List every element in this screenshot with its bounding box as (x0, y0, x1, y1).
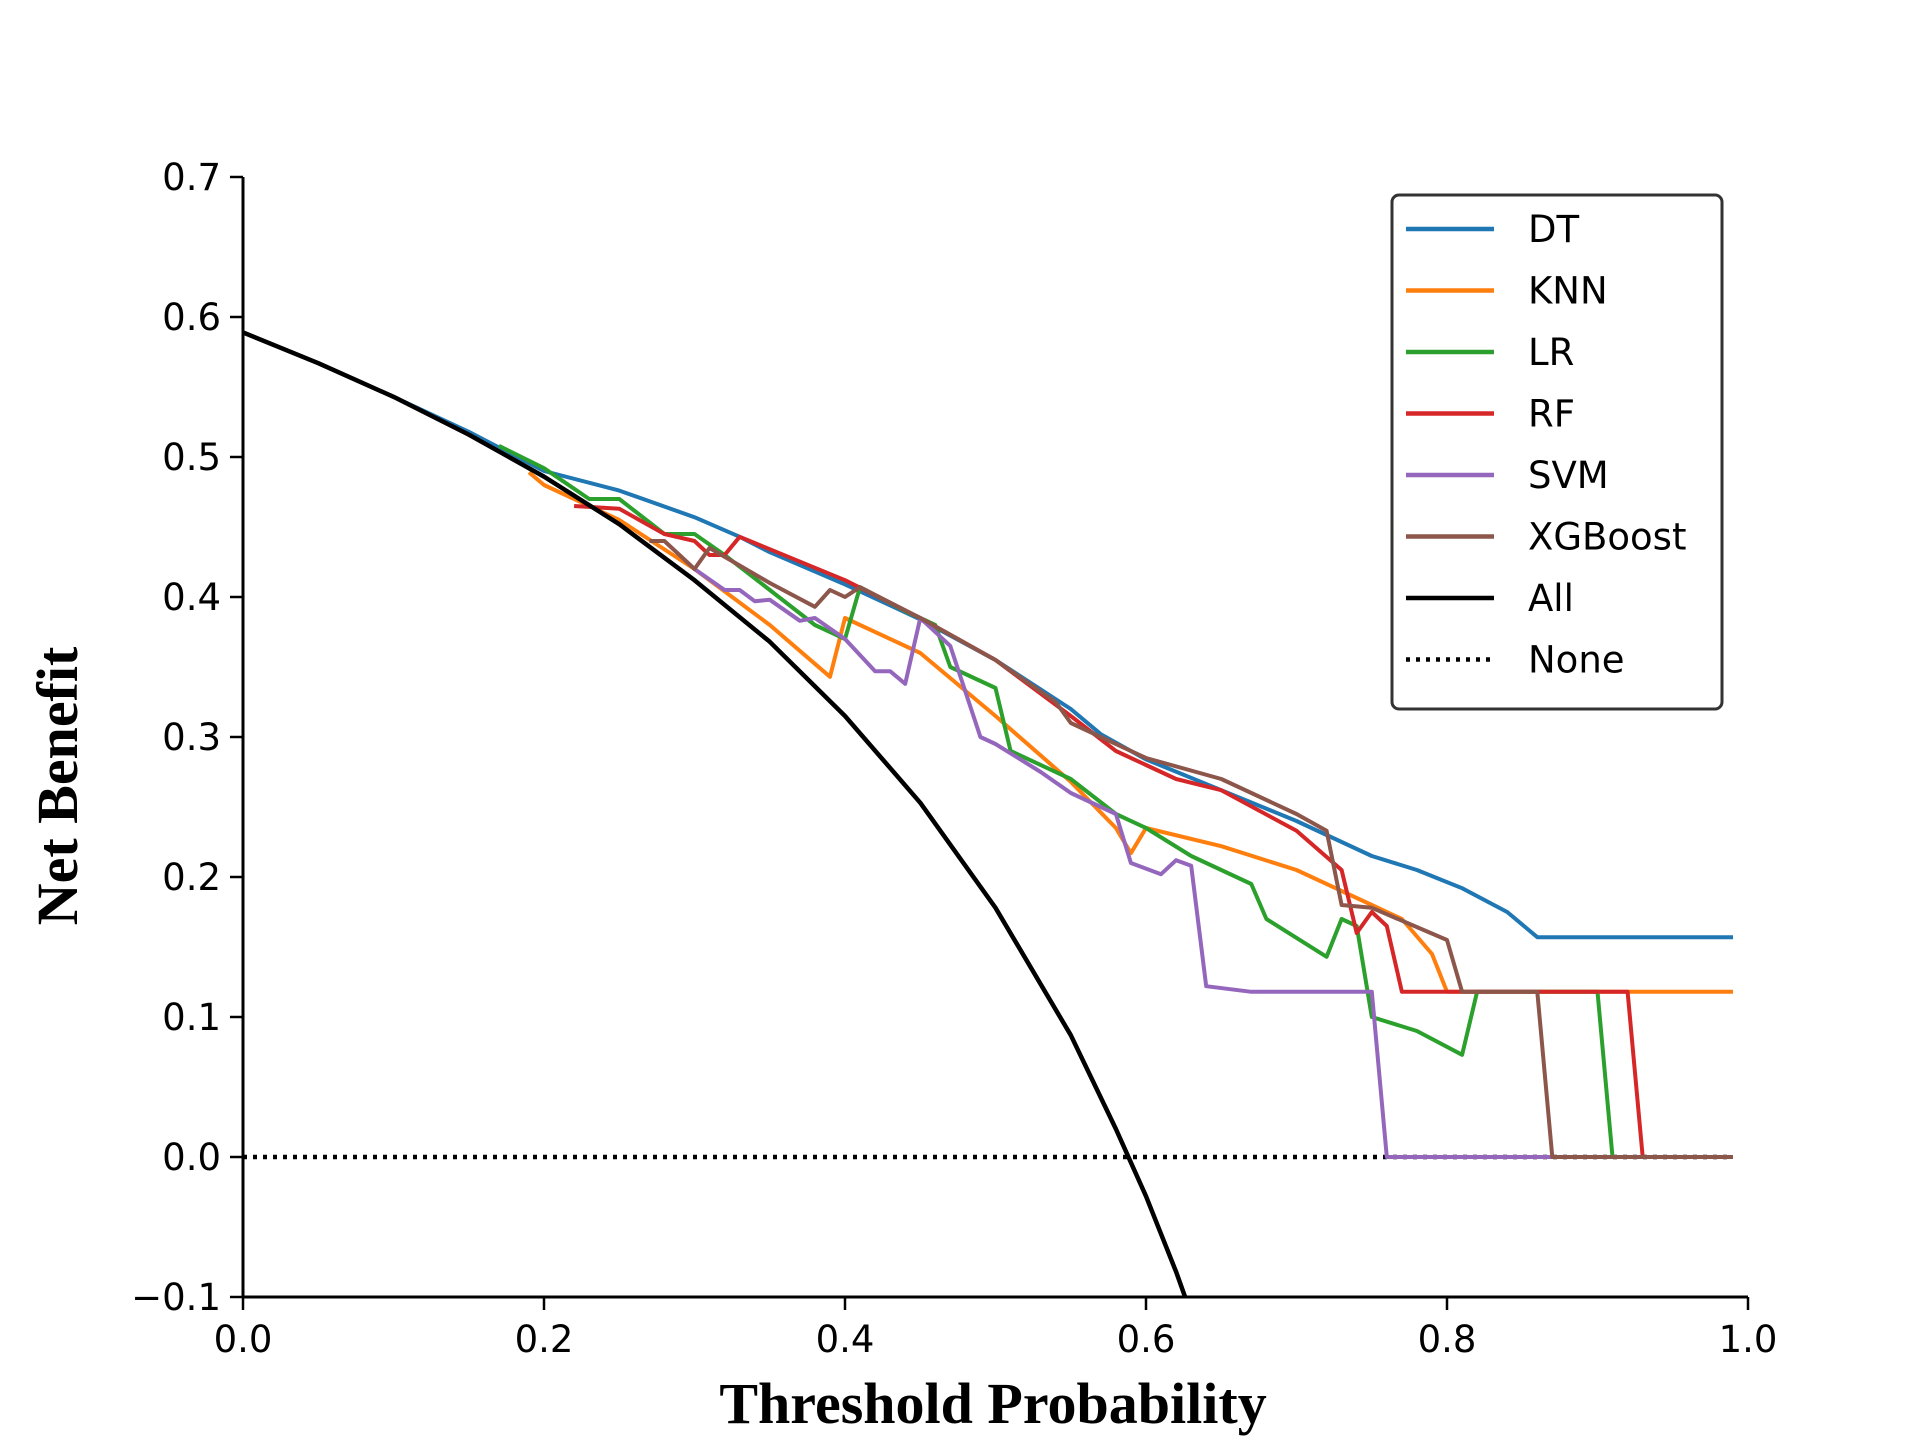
x-tick-label: 0.6 (1117, 1318, 1176, 1361)
x-tick-label: 0.4 (816, 1318, 875, 1361)
series-line-all (242, 330, 1188, 1298)
y-tick-label: 0.0 (162, 1136, 221, 1179)
legend-label-xgboost: XGBoost (1528, 516, 1686, 559)
y-tick-label: 0.5 (162, 436, 221, 479)
y-tick-label: 0.2 (162, 856, 221, 899)
legend-label-all: All (1528, 577, 1574, 620)
legend: DT KNN LR RF SVM XGBoost All None (1390, 193, 1724, 711)
y-tick-label: 0.6 (162, 296, 221, 339)
series-line-lr (498, 444, 1733, 1159)
legend-label-dt: DT (1528, 208, 1579, 251)
x-tick-label: 0.2 (515, 1318, 574, 1361)
legend-label-none: None (1528, 639, 1625, 682)
x-tick-label: 0.8 (1418, 1318, 1477, 1361)
y-tick-label: 0.4 (162, 576, 221, 619)
x-tick-label: 0.0 (214, 1318, 273, 1361)
y-tick-label: 0.7 (162, 156, 221, 199)
legend-label-rf: RF (1528, 393, 1575, 436)
legend-label-knn: KNN (1528, 270, 1608, 313)
legend-label-lr: LR (1528, 331, 1574, 374)
y-axis-title: Net Benefit (25, 646, 90, 925)
legend-label-svm: SVM (1528, 454, 1609, 497)
axes: 0.0 0.2 0.4 0.6 0.8 1.0−0.10.00.10.20.30.40.5… (131, 156, 1777, 1361)
series-line-svm (693, 567, 1733, 1159)
legend-box (1390, 193, 1724, 711)
y-tick-label: 0.3 (162, 716, 221, 759)
plot-lines (242, 330, 1733, 1298)
x-axis-title: Threshold Probability (719, 1371, 1266, 1436)
y-tick-label: 0.1 (162, 996, 221, 1039)
y-tick-label: −0.1 (131, 1276, 221, 1319)
series-line-xgboost (649, 539, 1733, 1159)
x-tick-label: 1.0 (1719, 1318, 1778, 1361)
